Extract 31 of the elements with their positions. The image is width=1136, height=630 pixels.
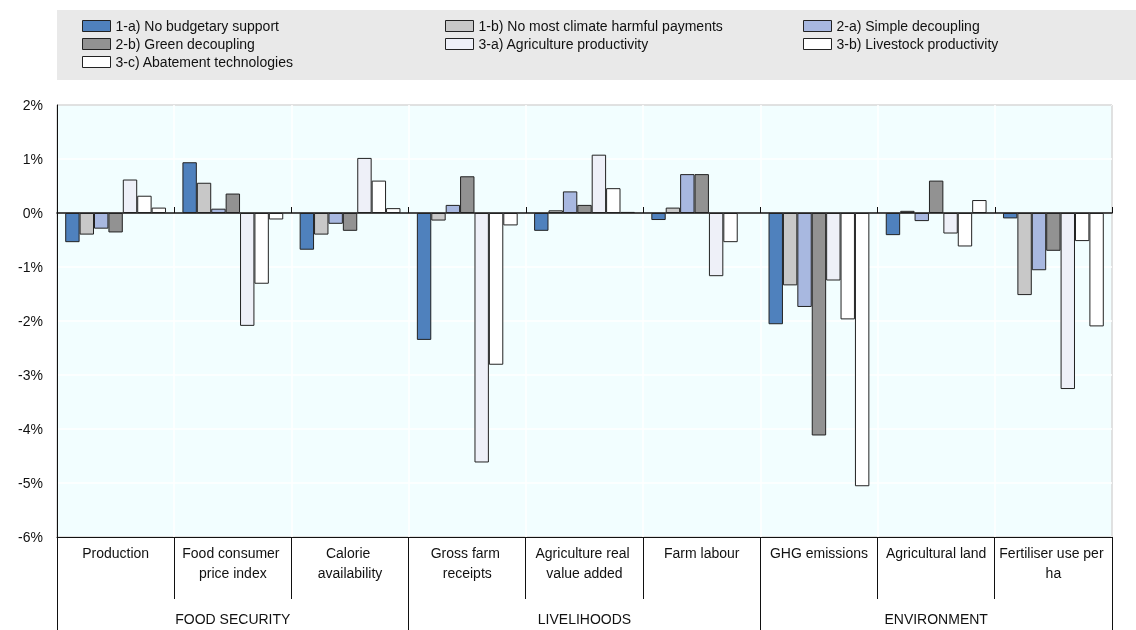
text: FOOD SECURITY: [175, 611, 292, 627]
y-tick-label: -5%: [18, 475, 43, 491]
y-tick-label: -4%: [18, 421, 43, 437]
legend-label: 3-a) Agriculture productivity: [478, 36, 649, 52]
text: LIVELIHOODS: [537, 611, 632, 627]
y-tick-label: -1%: [18, 259, 43, 275]
legend-label: 1-b) No most climate harmful payments: [478, 18, 723, 34]
x-tick-label: Gross farm receipts: [430, 545, 504, 581]
y-tick-label: 1%: [22, 151, 43, 167]
legend-label: 3-b) Livestock productivity: [836, 36, 999, 52]
legend-label: 2-b) Green decoupling: [115, 36, 255, 52]
legend-label: 2-a) Simple decoupling: [836, 18, 980, 34]
x-tick-label: Farm labour: [663, 545, 740, 561]
y-tick-label: -6%: [18, 529, 43, 545]
text: ENVIRONMENT: [884, 611, 989, 627]
bar: [972, 200, 987, 213]
x-tick-label: Fertiliser use per ha: [999, 545, 1108, 581]
x-tick-label: Calorie availability: [317, 545, 383, 581]
y-tick-label: 2%: [22, 97, 43, 113]
x-tick-label: Food consumer price index: [182, 545, 284, 581]
legend-label: 3-c) Abatement technologies: [115, 54, 293, 70]
y-tick-label: -3%: [18, 367, 43, 383]
x-tick-label: Production: [82, 545, 150, 561]
bar: [885, 213, 901, 236]
y-tick-label: 0%: [22, 205, 43, 221]
y-tick-label: -2%: [18, 313, 43, 329]
bar: [651, 213, 666, 221]
x-tick-label: Agricultural land: [885, 545, 987, 561]
x-tick-label: Agriculture real value added: [535, 545, 634, 581]
x-tick-label: GHG emissions: [769, 545, 868, 561]
legend-label: 1-a) No budgetary support: [115, 18, 280, 34]
